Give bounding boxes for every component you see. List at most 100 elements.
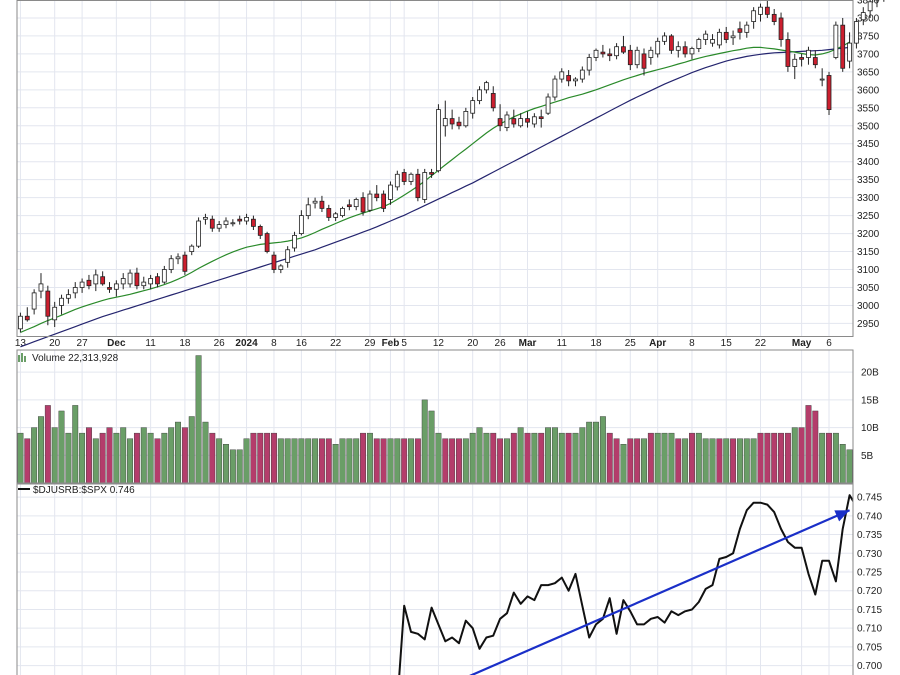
ratio-ytick-label: 0.700 xyxy=(857,661,882,672)
candle-body-up xyxy=(18,315,23,330)
candle xyxy=(134,267,140,290)
candle-body-up xyxy=(579,69,585,80)
candle xyxy=(463,107,469,128)
candle-body-down xyxy=(134,272,140,287)
candle xyxy=(689,46,695,60)
candle xyxy=(545,93,551,115)
candle xyxy=(559,68,565,83)
volume-bar xyxy=(236,449,243,484)
candle xyxy=(38,273,44,299)
volume-bar xyxy=(538,432,545,484)
candle xyxy=(52,301,58,328)
candle xyxy=(449,109,455,130)
candle xyxy=(237,215,243,225)
x-tick-label: May xyxy=(792,338,812,349)
candle-body-down xyxy=(449,118,455,125)
volume-bar xyxy=(723,438,730,484)
price-ytick-label: 3350 xyxy=(857,175,880,186)
candle-body-up xyxy=(422,172,428,200)
volume-bar xyxy=(483,432,490,484)
candle xyxy=(812,50,818,69)
candle-body-up xyxy=(716,31,722,46)
candle xyxy=(806,46,811,65)
candle-body-down xyxy=(723,31,729,40)
candle-body-up xyxy=(333,213,339,218)
volume-bar xyxy=(346,438,353,484)
volume-bar xyxy=(298,438,305,484)
candle-body-up xyxy=(436,109,441,172)
volume-bar xyxy=(387,438,394,484)
volume-bar xyxy=(65,432,72,484)
volume-ytick-label: 15B xyxy=(861,395,879,406)
x-tick-label: 20 xyxy=(49,338,61,349)
volume-bar xyxy=(551,427,558,484)
volume-bar xyxy=(682,438,689,484)
candle xyxy=(257,224,263,239)
candle-body-up xyxy=(189,245,195,252)
volume-bar xyxy=(277,438,284,484)
candle-body-up xyxy=(552,78,558,98)
candle-body-up xyxy=(614,46,619,57)
x-tick-label: 8 xyxy=(271,338,277,349)
volume-bar xyxy=(456,438,462,484)
candle xyxy=(326,204,332,222)
price-ytick-label: 3000 xyxy=(857,301,880,312)
candle-body-up xyxy=(442,118,448,127)
volume-bar xyxy=(558,432,565,484)
candle xyxy=(422,168,428,204)
volume-bar xyxy=(79,432,86,484)
volume-bar xyxy=(462,438,469,484)
candle xyxy=(59,294,64,315)
price-ytick-label: 3250 xyxy=(857,211,880,222)
candle xyxy=(593,48,599,62)
volume-bar xyxy=(312,438,319,484)
candle xyxy=(456,116,462,130)
volume-bar xyxy=(373,438,380,484)
candle xyxy=(883,0,885,2)
volume-bar xyxy=(702,438,709,484)
volume-bar xyxy=(586,421,593,484)
candle xyxy=(641,48,647,76)
volume-bar xyxy=(572,432,579,484)
candle-body-up xyxy=(751,10,757,22)
candle-body-up xyxy=(860,12,866,21)
price-ytick-label: 3150 xyxy=(857,247,880,258)
candle xyxy=(353,197,359,211)
x-tick-label: 25 xyxy=(625,338,637,349)
candle xyxy=(298,210,304,236)
candle-body-up xyxy=(758,6,763,15)
candle xyxy=(182,251,188,275)
candle-body-up xyxy=(531,116,537,125)
volume-bar xyxy=(764,432,771,484)
candle-body-up xyxy=(867,1,873,12)
candle-body-down xyxy=(778,17,784,40)
candle-body-up xyxy=(38,283,44,292)
price-ytick-label: 3700 xyxy=(857,49,880,60)
candle xyxy=(627,44,633,71)
candle xyxy=(346,199,352,211)
candle xyxy=(764,0,770,18)
price-ytick-label: 3400 xyxy=(857,157,880,168)
volume-bar xyxy=(284,438,291,484)
volume-bar xyxy=(51,427,58,484)
candle-body-down xyxy=(100,276,106,285)
volume-bar xyxy=(291,438,298,484)
x-tick-label: 6 xyxy=(826,338,832,349)
price-ytick-label: 3450 xyxy=(857,139,880,150)
candle-body-down xyxy=(86,279,92,287)
candle-body-up xyxy=(703,33,709,40)
candle-body-up xyxy=(634,49,640,66)
candle xyxy=(566,70,572,87)
candle-body-up xyxy=(408,173,414,182)
x-tick-label: 26 xyxy=(495,338,507,349)
candle-body-up xyxy=(72,287,78,294)
candle xyxy=(586,53,592,76)
candle-body-up xyxy=(586,57,592,71)
volume-icon-bar xyxy=(18,355,20,362)
volume-bar xyxy=(408,438,414,484)
volume-bar xyxy=(188,416,195,484)
candle xyxy=(189,244,195,256)
volume-bar xyxy=(490,432,497,484)
candle-body-down xyxy=(826,75,832,111)
candle xyxy=(93,269,99,292)
